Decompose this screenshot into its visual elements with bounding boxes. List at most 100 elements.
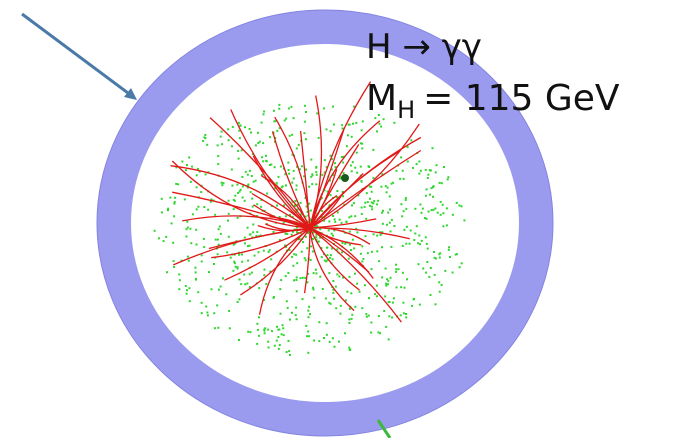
hit — [296, 262, 298, 264]
hit — [350, 215, 352, 217]
hit — [448, 249, 450, 251]
hit — [241, 176, 243, 178]
hit — [175, 183, 177, 185]
hit — [351, 318, 353, 320]
hit — [411, 305, 413, 307]
hit — [371, 268, 373, 270]
hit — [315, 171, 317, 173]
hit — [406, 226, 408, 228]
hit — [296, 276, 298, 278]
hit — [418, 263, 420, 265]
hit — [366, 316, 368, 318]
hit — [405, 316, 407, 318]
hit — [419, 304, 421, 306]
hit — [190, 181, 192, 183]
hit — [204, 134, 206, 136]
hit — [257, 142, 259, 144]
hit — [225, 293, 227, 295]
hit — [414, 208, 416, 210]
hit — [197, 206, 199, 208]
hit — [278, 176, 280, 178]
hit — [376, 285, 378, 287]
hit — [302, 277, 304, 279]
hit — [400, 156, 402, 158]
hit — [291, 312, 293, 314]
hit — [247, 260, 249, 262]
hit — [202, 140, 204, 142]
hit — [251, 198, 253, 200]
hit — [171, 222, 173, 224]
hit — [381, 212, 383, 214]
hit — [377, 200, 379, 202]
hit — [390, 277, 392, 279]
hit — [309, 313, 311, 315]
hit — [447, 178, 449, 180]
hit — [344, 243, 346, 245]
hit — [154, 230, 156, 232]
hit — [276, 182, 278, 184]
hit — [232, 126, 234, 128]
hit — [179, 279, 181, 281]
hit — [369, 198, 371, 200]
hit — [305, 138, 307, 140]
hit — [173, 260, 175, 262]
hit — [365, 218, 367, 220]
hit — [402, 170, 404, 172]
hit — [240, 283, 242, 285]
hit — [329, 257, 331, 259]
hit — [335, 286, 337, 288]
hit — [172, 242, 174, 244]
hit — [295, 279, 297, 281]
hit — [302, 298, 304, 300]
hit — [315, 236, 317, 238]
vertex — [341, 174, 349, 182]
hit — [388, 338, 390, 340]
hit — [348, 258, 350, 260]
hit — [251, 175, 253, 177]
hit — [305, 259, 307, 261]
hit — [346, 145, 348, 147]
hit — [388, 315, 390, 317]
hit — [386, 278, 388, 280]
hit — [289, 319, 291, 321]
hit — [414, 233, 416, 235]
hit — [318, 137, 320, 139]
hit — [174, 201, 176, 203]
hit — [434, 208, 436, 210]
hit — [233, 208, 235, 210]
hit — [364, 206, 366, 208]
hit — [328, 272, 330, 274]
hit — [289, 135, 291, 137]
hit — [233, 244, 235, 246]
hit — [303, 132, 305, 134]
hit — [434, 257, 436, 259]
hit — [306, 247, 308, 249]
hit — [391, 219, 393, 221]
hit — [186, 236, 188, 238]
hit — [348, 322, 350, 324]
hit — [361, 147, 363, 149]
hit — [300, 277, 302, 279]
hit — [400, 314, 402, 316]
hit — [435, 171, 437, 173]
hit — [400, 286, 402, 288]
hit — [288, 169, 290, 171]
hit — [203, 246, 205, 248]
hit — [310, 259, 312, 261]
hit — [326, 334, 328, 336]
hit — [197, 291, 199, 293]
hit — [373, 233, 375, 235]
hit — [186, 289, 188, 291]
hit — [258, 251, 260, 253]
hit — [422, 268, 424, 270]
hit — [341, 222, 343, 224]
hit — [321, 256, 323, 258]
hit — [304, 277, 306, 279]
hit — [393, 122, 395, 124]
hit — [291, 234, 293, 236]
hit — [221, 182, 223, 184]
hit — [361, 181, 363, 183]
hit — [428, 211, 430, 213]
hit — [216, 304, 218, 306]
hit — [232, 270, 234, 272]
